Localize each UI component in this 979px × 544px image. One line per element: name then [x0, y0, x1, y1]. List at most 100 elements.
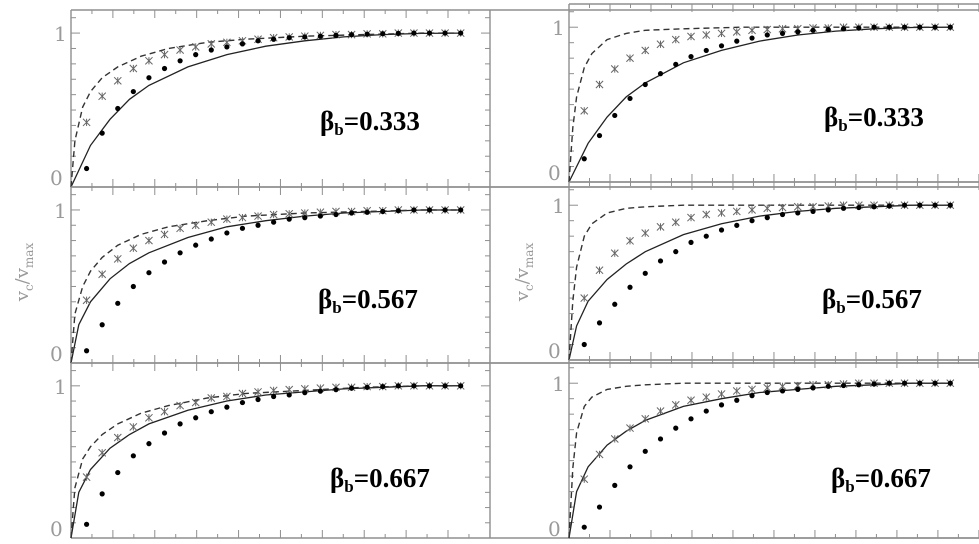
- dot-point: [917, 24, 923, 30]
- cross-point: [580, 475, 589, 484]
- dot-point: [317, 388, 323, 394]
- dot-point: [193, 242, 199, 248]
- dot-point: [856, 382, 862, 388]
- cross-point: [98, 92, 107, 101]
- cross-point: [222, 392, 231, 401]
- dot-point: [411, 207, 417, 213]
- beta-symbol: β: [831, 463, 845, 493]
- dot-point: [749, 218, 755, 224]
- dot-point: [442, 30, 448, 36]
- y-axis-label-sep: /v: [12, 267, 33, 284]
- cross-point: [129, 422, 138, 431]
- dot-point: [612, 112, 618, 119]
- dot-point: [224, 404, 230, 410]
- y-axis-label-sub2: max: [22, 243, 36, 269]
- dot-point: [932, 202, 938, 208]
- cross-point: [129, 64, 138, 73]
- solid-curve: [568, 382, 951, 539]
- cross-point: [687, 213, 695, 222]
- y-tick-label-1: 1: [54, 22, 67, 46]
- beta-annotation: βb=0.567: [822, 284, 922, 317]
- dot-point: [286, 392, 292, 398]
- beta-symbol: β: [330, 463, 344, 493]
- cross-point: [732, 387, 741, 395]
- beta-subscript: b: [344, 477, 353, 496]
- y-axis-label-sub2: max: [522, 243, 536, 269]
- dot-point: [130, 88, 136, 95]
- dot-point: [627, 95, 633, 102]
- cross-point: [191, 398, 200, 407]
- dot-point: [901, 380, 908, 386]
- cross-point: [595, 266, 604, 275]
- beta-value: =0.333: [344, 106, 420, 136]
- y-tick-label-1: 1: [552, 194, 565, 218]
- cross-point: [641, 229, 650, 238]
- solid-curve: [568, 204, 951, 361]
- cross-point: [687, 32, 695, 41]
- cross-point: [671, 400, 680, 409]
- dot-point: [161, 259, 168, 265]
- dot-point: [642, 81, 648, 88]
- cross-point: [98, 448, 107, 457]
- series-dot: [581, 24, 953, 162]
- dot-point: [688, 416, 694, 422]
- dot-point: [193, 415, 199, 421]
- cross-point: [191, 42, 200, 51]
- cross-point: [717, 209, 726, 217]
- dot-point: [825, 207, 831, 213]
- series-dashed: [568, 26, 951, 183]
- dot-point: [718, 402, 725, 408]
- dot-point: [840, 382, 847, 389]
- y-axis-label-sub1: c: [522, 284, 536, 291]
- dot-point: [130, 453, 136, 459]
- dot-point: [208, 47, 214, 53]
- cross-point: [254, 387, 262, 396]
- dot-point: [749, 35, 755, 41]
- dot-point: [177, 250, 183, 256]
- dot-point: [99, 491, 105, 497]
- dot-point: [333, 387, 339, 393]
- cross-point: [113, 433, 122, 442]
- cross-point: [144, 236, 153, 245]
- beta-annotation: βb=0.333: [824, 102, 924, 135]
- panel-1-0: 0 1 βb=0.333: [548, 3, 979, 185]
- beta-subscript: b: [836, 298, 845, 317]
- y-tick-label-1: 1: [54, 199, 67, 223]
- y-axis-label: vc/vmax: [512, 243, 536, 303]
- beta-value: =0.567: [342, 284, 418, 314]
- dot-point: [627, 464, 633, 470]
- cross-point: [687, 396, 695, 405]
- dot-point: [302, 215, 308, 221]
- series-solid: [568, 382, 951, 539]
- dot-point: [302, 34, 308, 40]
- y-tick-label-0: 0: [548, 517, 561, 541]
- dot-point: [932, 24, 938, 30]
- beta-value: =0.567: [846, 284, 922, 314]
- beta-annotation: βb=0.667: [330, 463, 430, 496]
- cross-point: [176, 401, 185, 410]
- cross-point: [702, 31, 711, 39]
- y-axis-label: vc/vmax: [12, 243, 36, 303]
- dot-point: [840, 205, 847, 211]
- cross-point: [702, 210, 711, 219]
- cross-point: [748, 26, 756, 35]
- cross-point: [269, 386, 278, 395]
- dot-point: [348, 210, 355, 216]
- dot-point: [886, 203, 892, 209]
- dot-point: [795, 29, 801, 35]
- dot-point: [901, 202, 908, 208]
- dashed-curve: [568, 26, 951, 183]
- dot-point: [224, 44, 230, 50]
- dot-point: [99, 130, 105, 136]
- dot-point: [657, 436, 664, 442]
- dot-point: [130, 283, 136, 290]
- beta-symbol: β: [320, 106, 334, 136]
- dot-point: [734, 397, 740, 403]
- beta-subscript: b: [332, 298, 341, 317]
- cross-point: [595, 450, 604, 459]
- dot-point: [380, 31, 386, 37]
- beta-symbol: β: [318, 284, 332, 314]
- dot-point: [395, 30, 401, 36]
- cross-point: [113, 76, 122, 85]
- dot-point: [146, 75, 152, 81]
